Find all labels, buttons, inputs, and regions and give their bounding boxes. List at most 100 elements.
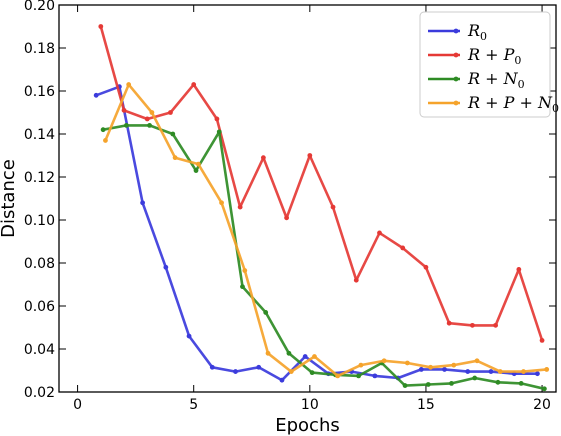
data-point	[418, 367, 424, 372]
data-point	[284, 215, 289, 221]
data-point	[442, 367, 447, 372]
series-line	[95, 85, 538, 382]
data-point	[356, 373, 361, 379]
data-point	[279, 377, 285, 383]
data-point	[209, 364, 215, 370]
series-layer	[93, 24, 550, 392]
legend-label-subscript: 0	[514, 54, 521, 67]
legend-marker	[453, 76, 459, 82]
y-tick-label: 0.10	[24, 213, 55, 229]
data-point	[335, 373, 341, 379]
data-point	[126, 82, 132, 87]
data-point	[98, 24, 104, 29]
legend-label-main: R + P	[467, 45, 515, 64]
data-point	[423, 264, 429, 270]
legend-label: R + P + N0	[467, 93, 559, 115]
data-point	[103, 138, 108, 143]
data-point	[233, 369, 238, 374]
x-tick-label: 10	[301, 397, 319, 413]
data-point	[451, 362, 457, 368]
data-point	[100, 127, 106, 133]
data-point	[353, 277, 359, 283]
data-point	[474, 358, 480, 364]
data-point	[147, 123, 152, 128]
data-point	[302, 354, 308, 359]
series-line	[104, 83, 547, 378]
data-point	[286, 350, 292, 356]
legend-marker	[453, 100, 459, 106]
data-point	[428, 364, 433, 370]
data-point	[493, 322, 499, 328]
legend-label-main: R + N	[467, 69, 519, 88]
legend-label-subscript: 0	[480, 30, 487, 43]
legend-label-subscript: 0	[518, 78, 525, 91]
data-point	[216, 129, 222, 135]
y-tick-label: 0.02	[24, 385, 55, 401]
series-line	[102, 124, 545, 391]
data-point	[472, 375, 478, 381]
data-point	[240, 284, 245, 290]
data-point	[541, 386, 547, 392]
y-tick-label: 0.18	[24, 41, 55, 57]
data-point	[465, 369, 471, 374]
data-point	[172, 155, 178, 161]
x-tick-label: 0	[73, 397, 82, 413]
y-tick-label: 0.12	[24, 170, 55, 186]
legend-label-main: R	[467, 21, 480, 40]
data-point	[516, 267, 522, 272]
x-tick-label: 15	[417, 397, 435, 413]
data-point	[149, 110, 155, 115]
data-point	[256, 364, 262, 370]
legend-marker	[453, 52, 459, 58]
data-point	[242, 268, 248, 273]
data-point	[263, 310, 269, 315]
data-point	[168, 110, 173, 115]
data-point	[191, 82, 197, 87]
data-point	[400, 245, 406, 251]
legend-item: R + P + N0	[428, 93, 559, 115]
data-point	[265, 350, 271, 356]
y-tick-label: 0.08	[24, 256, 55, 272]
data-point	[488, 369, 494, 374]
plot-frame	[58, 4, 557, 393]
data-point	[535, 371, 540, 377]
data-point	[163, 264, 169, 270]
data-point	[381, 358, 387, 364]
data-point	[521, 369, 526, 374]
data-point	[446, 320, 452, 326]
x-tick-label: 5	[189, 397, 198, 413]
data-point	[425, 382, 431, 387]
legend-item: R + P0	[428, 45, 521, 67]
data-point	[260, 155, 266, 161]
data-point	[539, 338, 545, 343]
series-3	[100, 123, 547, 392]
y-tick-label: 0.06	[24, 299, 55, 315]
legend-marker	[453, 28, 459, 34]
legend-box	[419, 11, 551, 118]
data-point	[377, 230, 382, 236]
data-point	[214, 116, 220, 122]
data-point	[144, 116, 150, 122]
data-point	[307, 153, 313, 158]
data-point	[123, 123, 129, 128]
legend-label-main: R + P + N	[467, 93, 553, 112]
data-point	[469, 322, 475, 328]
legend-label-subscript: 0	[552, 102, 559, 115]
series-4	[103, 82, 550, 379]
legend-item: R + N0	[428, 69, 525, 91]
data-point	[121, 107, 127, 113]
data-point	[404, 360, 410, 366]
data-point	[312, 354, 317, 359]
data-point	[140, 200, 146, 206]
data-point	[170, 131, 176, 137]
series-line	[99, 26, 544, 341]
data-point	[330, 204, 336, 210]
legend-label: R + N0	[467, 69, 525, 91]
x-tick-label: 20	[533, 397, 551, 413]
axis-ticks: 0 5 10 15 20 0.02 0.04 0.06 0.08 0.10 0.12 0.14 0.16…	[24, 0, 556, 413]
data-point	[193, 168, 199, 173]
data-point	[309, 370, 315, 376]
y-tick-label: 0.20	[24, 0, 55, 14]
legend-item: R0	[428, 21, 487, 43]
